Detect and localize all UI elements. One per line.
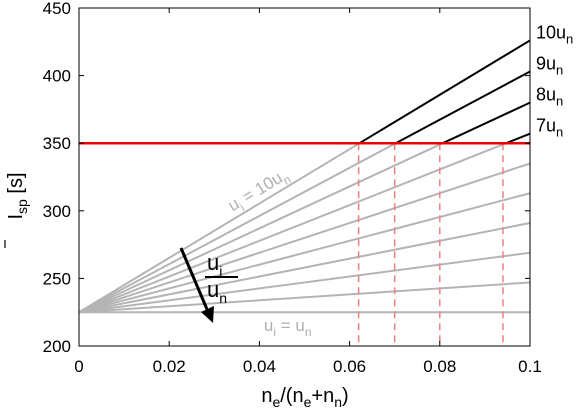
y-tick-label: 250 — [43, 269, 71, 288]
trend-arrow — [179, 247, 214, 323]
y-axis-label-group: Isp [s] — [4, 172, 30, 248]
series-line-ratio-2 — [78, 281, 531, 314]
x-tick-label: 0.06 — [333, 357, 366, 376]
series-line-ratio-5 — [78, 192, 531, 314]
series-line-ratio-10-above — [358, 39, 531, 145]
series-labels: 10un 9un 8un 7un — [536, 22, 573, 139]
y-tick-label: 400 — [43, 67, 71, 86]
y-tick-label: 350 — [43, 134, 71, 153]
crossing-markers — [357, 143, 504, 346]
series-label-7: 7un — [536, 116, 563, 140]
series-line-ratio-8-below — [78, 142, 444, 314]
series-label-8: 8un — [536, 85, 563, 109]
x-tick-label: 0.08 — [423, 357, 456, 376]
y-tick-label: 450 — [43, 0, 71, 18]
y-ticks: 200 250 300 350 400 450 — [43, 0, 530, 356]
x-ticks: 0 0.02 0.04 0.06 0.08 0.1 — [74, 8, 542, 376]
annotation-bottom-series: ui = un — [264, 316, 312, 339]
series-line-ratio-9-above — [395, 70, 531, 145]
x-tick-label: 0.04 — [243, 357, 276, 376]
fraction-numerator: ui — [207, 250, 222, 279]
series-lines — [78, 39, 531, 314]
series-line-ratio-9-below — [78, 142, 397, 314]
y-tick-label: 200 — [43, 337, 71, 356]
series-line-ratio-4 — [78, 221, 531, 314]
series-line-ratio-6 — [78, 162, 531, 314]
ratio-fraction-annotation: ui un — [205, 250, 238, 306]
series-label-9: 9un — [536, 54, 563, 78]
x-tick-label: 0 — [74, 357, 83, 376]
plot-frame — [78, 7, 531, 347]
x-tick-label: 0.1 — [518, 357, 542, 376]
x-axis-label: ne/(ne+nn) — [261, 385, 348, 409]
series-line-ratio-7-above — [505, 132, 531, 145]
fraction-denominator: un — [207, 277, 227, 306]
y-tick-label: 300 — [43, 202, 71, 221]
annotation-top-series: ui = 10un — [225, 165, 294, 219]
y-axis-label: Isp [s] — [5, 172, 30, 219]
x-tick-label: 0.02 — [153, 357, 186, 376]
series-label-10: 10un — [536, 22, 573, 46]
series-line-ratio-3 — [78, 251, 531, 314]
series-line-ratio-10-below — [78, 142, 360, 314]
series-line-ratio-7-below — [78, 142, 507, 314]
series-line-ratio-8-above — [442, 101, 531, 145]
